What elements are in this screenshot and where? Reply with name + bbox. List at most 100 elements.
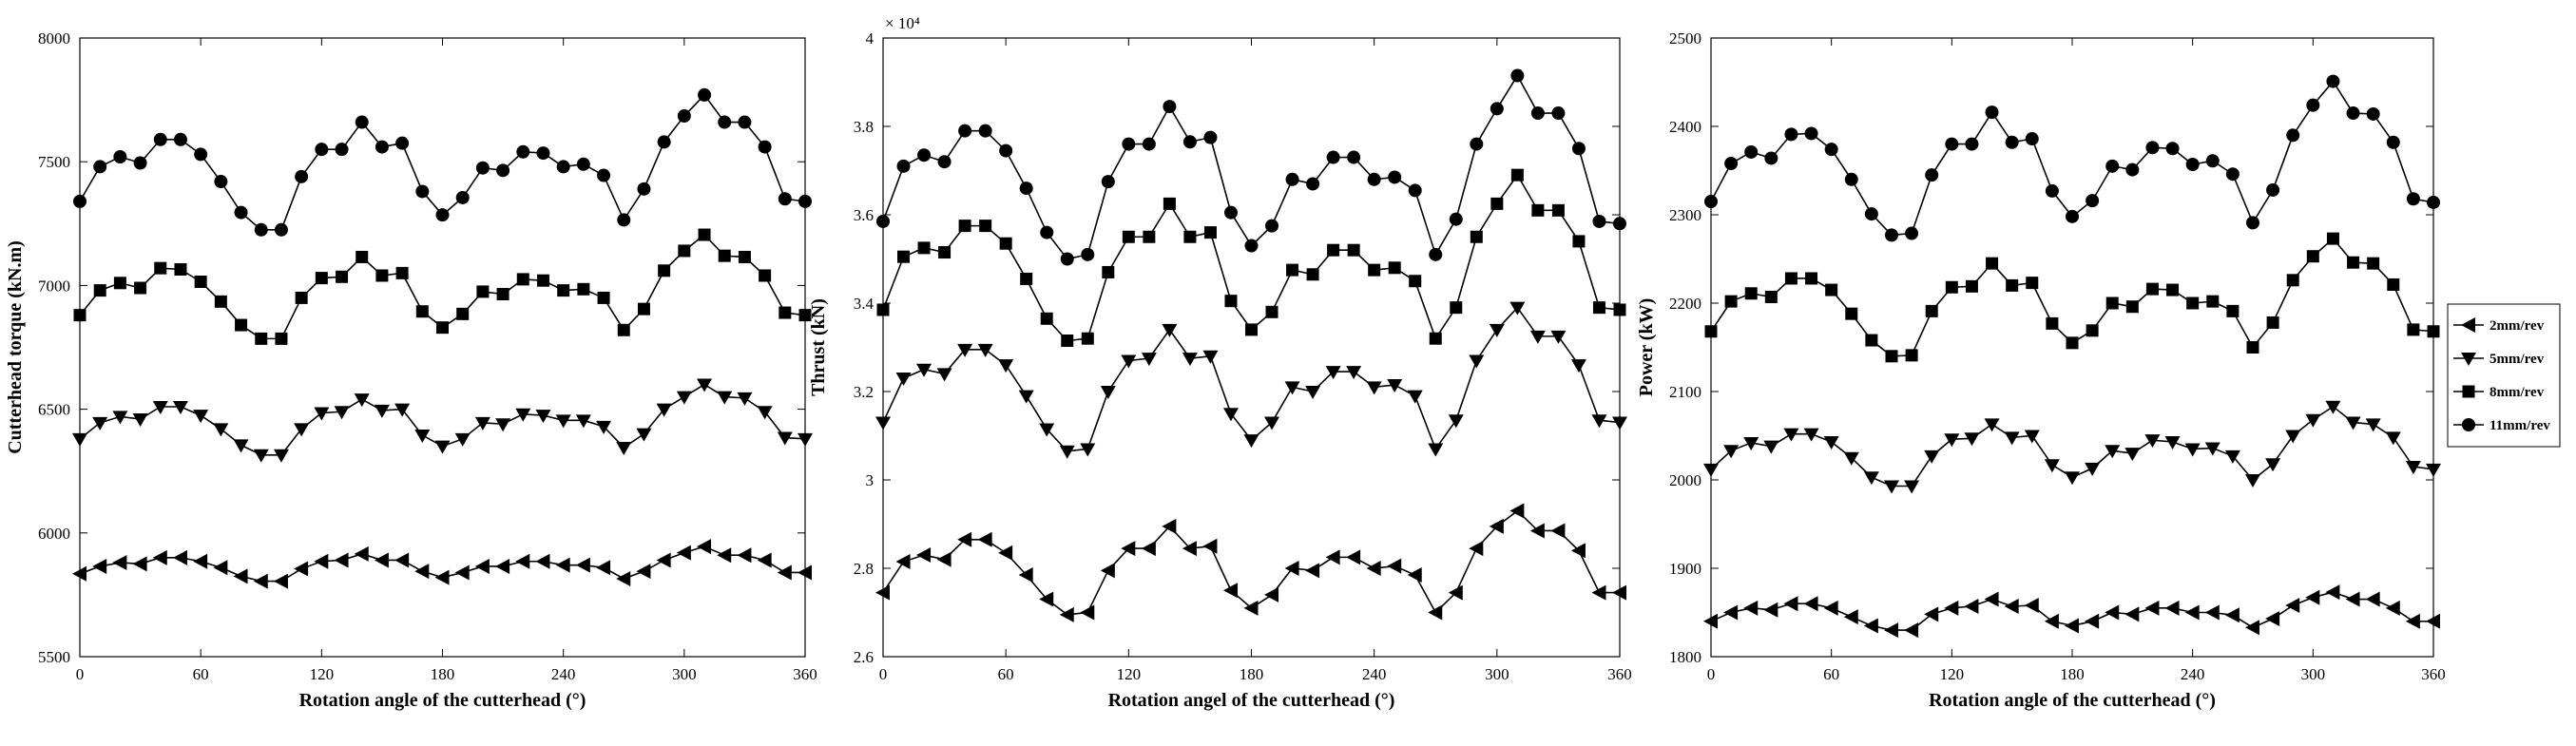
data-point (1469, 354, 1485, 369)
data-point (474, 558, 490, 574)
series-triangle-left (875, 503, 1626, 622)
x-tick-label: 0 (1707, 665, 1716, 683)
data-point (678, 244, 691, 258)
data-point (1121, 354, 1137, 369)
y-tick-label: 6000 (38, 525, 70, 543)
data-point (1100, 386, 1116, 399)
data-point (112, 411, 128, 425)
data-point (1428, 604, 1443, 621)
data-point (294, 561, 309, 577)
data-point (597, 168, 611, 182)
y-tick-label: 3.4 (854, 295, 875, 313)
data-point (516, 144, 530, 159)
data-point (596, 560, 611, 576)
data-point (394, 552, 410, 568)
data-point (1409, 275, 1422, 288)
data-point (334, 552, 349, 568)
data-point (1141, 353, 1157, 367)
x-tick-label: 0 (76, 665, 85, 683)
x-tick-label: 180 (1240, 665, 1264, 683)
data-point (1904, 480, 1920, 494)
data-point (2185, 157, 2200, 171)
data-point (937, 155, 952, 169)
data-point (474, 416, 490, 430)
data-point (1122, 137, 1136, 151)
data-point (1305, 563, 1320, 579)
data-point (93, 160, 107, 174)
x-tick-label: 120 (1117, 665, 1142, 683)
data-point (957, 343, 973, 357)
data-point (1591, 584, 1606, 601)
data-point (1284, 561, 1299, 576)
data-point (1326, 150, 1340, 164)
data-point (1325, 366, 1341, 380)
data-point (1844, 172, 1858, 186)
data-point (798, 564, 812, 581)
data-point (1366, 561, 1381, 576)
data-point (134, 281, 147, 295)
data-point (1347, 150, 1361, 164)
data-point (717, 547, 732, 564)
data-point (938, 246, 952, 259)
data-point (2066, 336, 2079, 350)
data-point (415, 305, 429, 318)
data-point (1803, 596, 1818, 612)
data-point (657, 135, 671, 149)
data-point (2004, 598, 2019, 614)
data-point (1388, 261, 1401, 275)
data-point (577, 282, 590, 296)
data-point (737, 547, 752, 564)
data-point (656, 552, 671, 568)
series-triangle-down (1703, 400, 2441, 494)
data-point (1865, 334, 1878, 347)
data-point (1592, 214, 1606, 228)
data-point (1723, 604, 1739, 621)
data-point (454, 432, 471, 447)
data-point (1264, 416, 1280, 430)
data-point (454, 564, 470, 581)
y-tick-label: 7000 (38, 277, 70, 295)
data-point (676, 391, 692, 405)
y-tick-label: 8000 (38, 29, 70, 48)
data-point (1944, 600, 1959, 616)
data-point (1182, 353, 1198, 367)
data-point (1489, 323, 1505, 337)
legend-item: 11mm/rev (2453, 418, 2550, 433)
data-point (575, 414, 591, 429)
legend-label: 8mm/rev (2489, 385, 2545, 400)
data-point (1366, 381, 1382, 395)
data-point (936, 368, 952, 382)
x-tick-label: 300 (2301, 665, 2326, 683)
data-point (1490, 102, 1504, 116)
data-point (555, 414, 571, 429)
data-point (2286, 128, 2300, 143)
data-point (999, 237, 1012, 250)
data-point (1864, 207, 1878, 221)
data-point (535, 553, 550, 569)
data-point (1325, 549, 1340, 565)
data-point (536, 274, 549, 287)
data-point (1965, 279, 1978, 293)
data-point (2025, 132, 2039, 146)
legend-marker (2461, 317, 2475, 333)
data-point (757, 406, 773, 420)
data-point (597, 291, 610, 304)
x-tick-label: 360 (2421, 665, 2446, 683)
data-point (2346, 106, 2360, 121)
data-point (1284, 381, 1300, 395)
data-point (1613, 303, 1626, 316)
data-point (2285, 430, 2301, 444)
data-point (1592, 301, 1605, 315)
data-point (1724, 157, 1739, 171)
data-point (1222, 583, 1238, 599)
data-point (1408, 183, 1422, 198)
data-point (2006, 278, 2019, 292)
data-point (516, 273, 529, 286)
legend-marker (2462, 385, 2475, 398)
y-tick-label: 2300 (1669, 206, 1701, 224)
data-point (1387, 379, 1403, 393)
data-point (2105, 159, 2120, 173)
data-point (214, 295, 227, 308)
data-point (1018, 566, 1033, 583)
data-point (658, 264, 671, 277)
